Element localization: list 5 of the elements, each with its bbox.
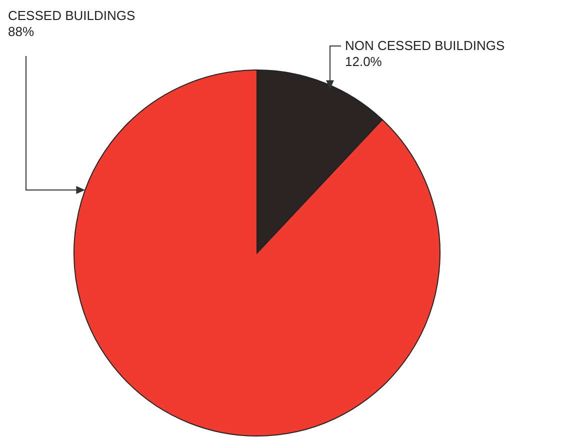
data-label: 12.0%: [345, 54, 382, 69]
pie-slice: [74, 70, 440, 436]
data-label: 88%: [8, 24, 34, 39]
slice-label: CESSED BUILDINGS: [8, 8, 136, 23]
slice-label: NON CESSED BUILDINGS: [345, 38, 505, 53]
